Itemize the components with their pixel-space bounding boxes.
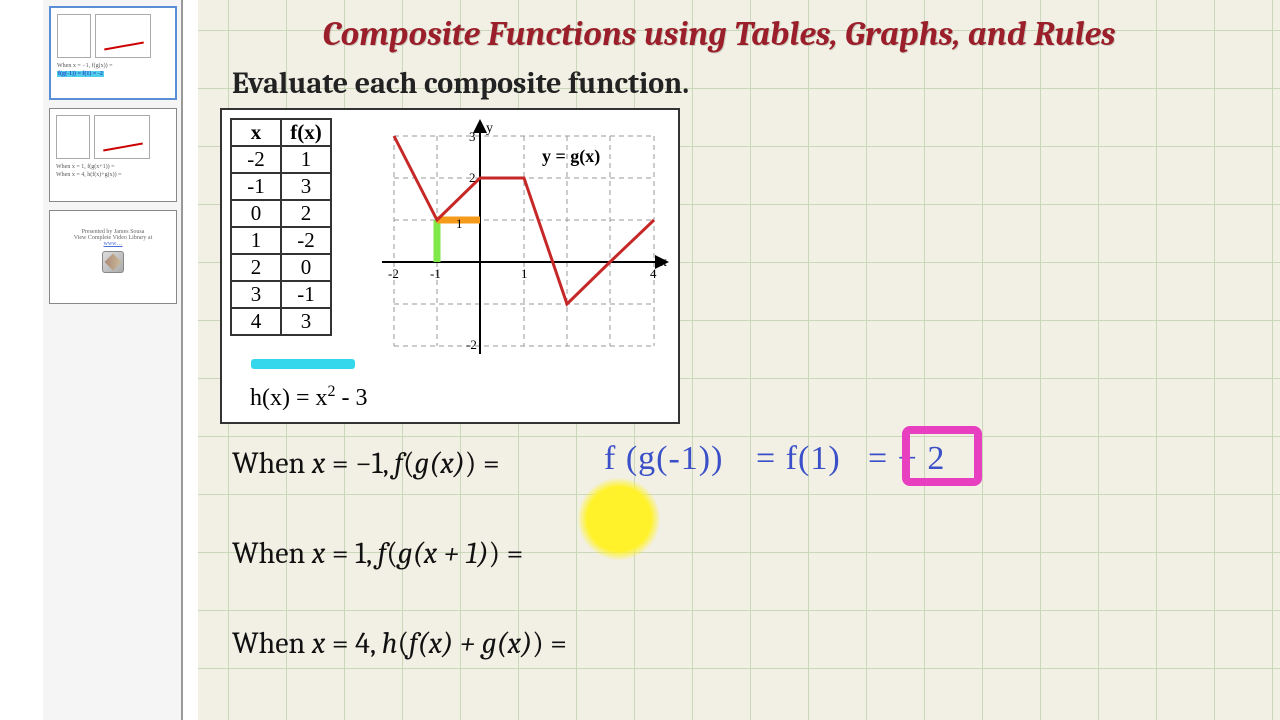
svg-text:x: x (660, 255, 667, 270)
thumbnail-2[interactable]: When x = 1, f(g(x+1)) = When x = 4, h(f(… (49, 108, 177, 202)
table-row-highlight (251, 359, 355, 369)
svg-text:1: 1 (456, 216, 463, 231)
slide-thumbnail-panel: When x = −1, f(g(x)) = f(g(-1)) = f(1) =… (43, 0, 183, 720)
graph-g-of-x: y x y = g(x) 3 2 1 -2 -2 -1 1 4 (374, 116, 670, 366)
problem-line-2: When x = 1, f(g(x + 1)) = (232, 536, 523, 571)
slide-canvas: Composite Functions using Tables, Graphs… (198, 0, 1280, 720)
reference-panel: x f(x) -21 -13 02 1-2 20 3-1 43 (220, 108, 680, 424)
problem-line-3: When x = 4, h(f(x) + g(x)) = (232, 626, 567, 661)
highlighter-spot (578, 478, 660, 560)
svg-text:y: y (486, 121, 493, 136)
handwritten-step-1: f (g(-1)) (604, 440, 723, 478)
slide-title: Composite Functions using Tables, Graphs… (198, 14, 1240, 54)
th-fx: f(x) (281, 119, 331, 146)
thumb2-line1: When x = 1, f(g(x+1)) = (56, 164, 114, 170)
answer-box (902, 426, 982, 486)
thumbnail-1[interactable]: When x = −1, f(g(x)) = f(g(-1)) = f(1) =… (49, 6, 177, 100)
credits-link: www… (54, 241, 172, 247)
handwritten-step-2: = f(1) (756, 440, 841, 478)
svg-text:-2: -2 (466, 337, 477, 352)
svg-text:y = g(x): y = g(x) (542, 146, 600, 167)
svg-text:1: 1 (521, 266, 528, 281)
svg-text:4: 4 (650, 266, 657, 281)
thumbnail-3[interactable]: Presented by James Sousa View Complete V… (49, 210, 177, 304)
thumb1-line1: When x = −1, f(g(x)) = (57, 63, 112, 69)
thumb1-line2: f(g(-1)) = f(1) = -2 (57, 71, 104, 77)
thumb2-line2: When x = 4, h(f(x)+g(x)) = (56, 172, 121, 178)
svg-text:3: 3 (469, 129, 476, 144)
svg-text:-1: -1 (430, 266, 441, 281)
h-formula: h(x) = x2 - 3 (250, 383, 368, 412)
function-table: x f(x) -21 -13 02 1-2 20 3-1 43 (230, 118, 332, 336)
svg-text:-2: -2 (388, 266, 399, 281)
slide-subtitle: Evaluate each composite function. (232, 66, 689, 101)
th-x: x (231, 119, 281, 146)
problem-line-1: When x = −1, f(g(x)) = (232, 446, 500, 481)
pencil-icon (102, 251, 124, 273)
svg-text:2: 2 (469, 170, 476, 185)
